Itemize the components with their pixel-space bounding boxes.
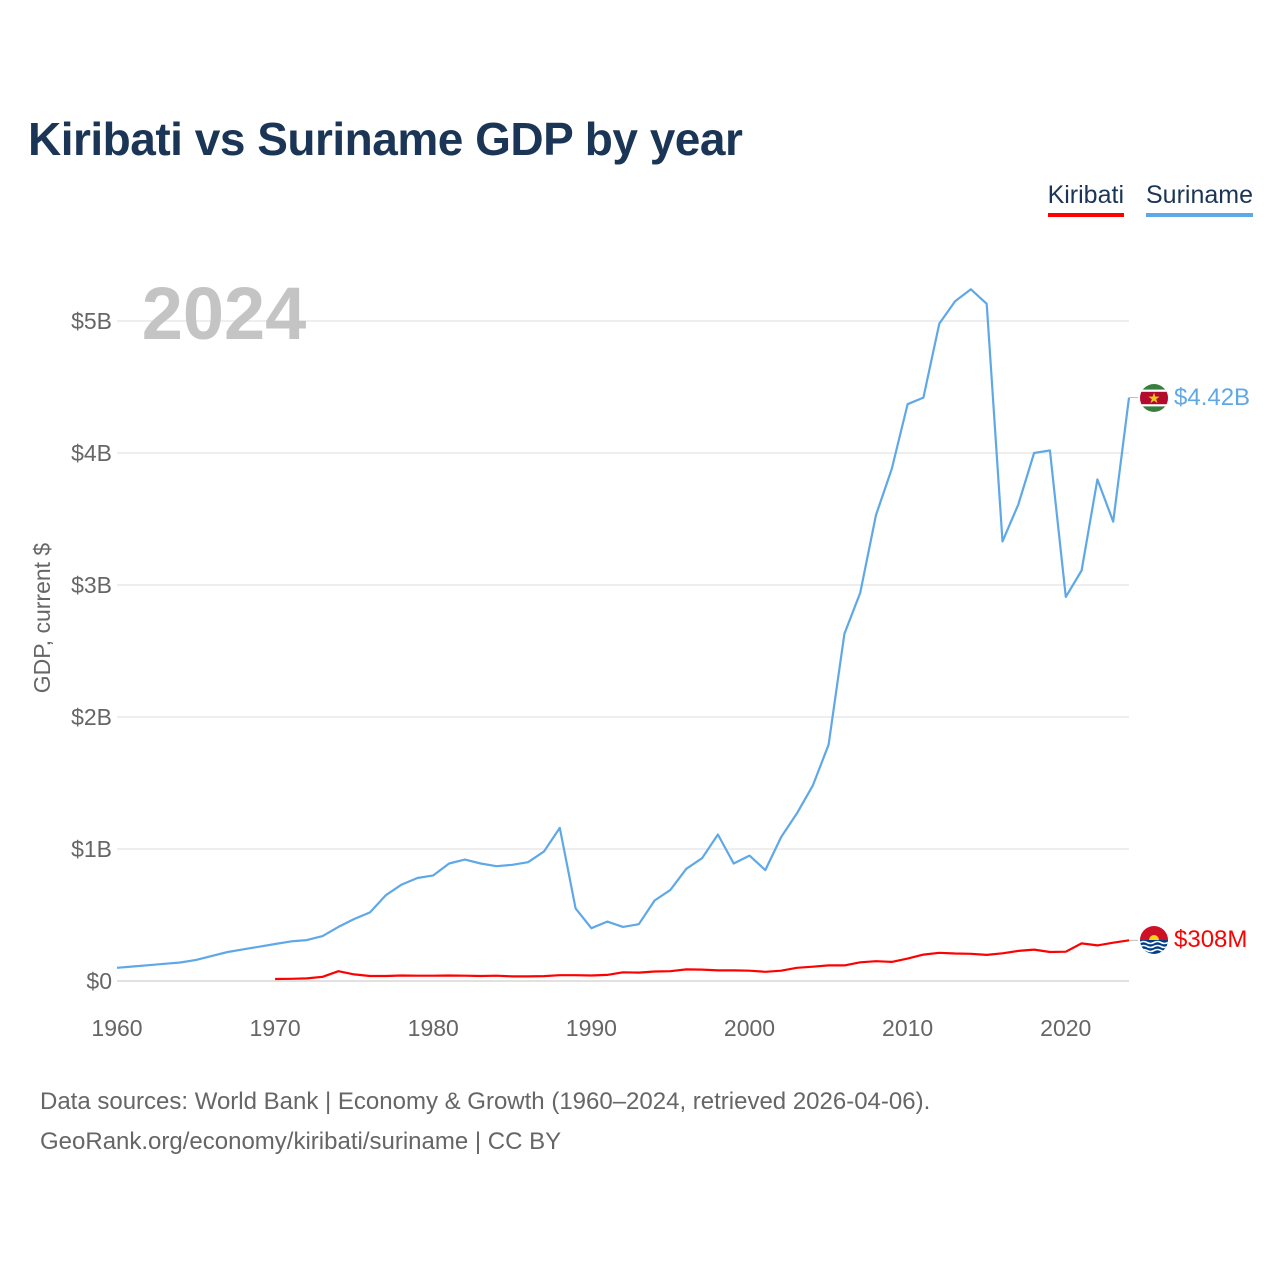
y-axis-label: GDP, current $ [29,543,55,694]
x-tick-label: 2020 [1040,1015,1091,1041]
grid-lines [117,320,1129,982]
legend-item-kiribati[interactable]: Kiribati [1047,180,1124,217]
x-tick-label: 1980 [408,1015,459,1041]
x-tick-label: 2000 [724,1015,775,1041]
suriname-flag-icon [1140,384,1168,412]
chart-title: Kiribati vs Suriname GDP by year [28,113,743,165]
x-tick-label: 2010 [882,1015,933,1041]
year-watermark: 2024 [142,272,307,355]
x-tick-label: 1960 [91,1015,142,1041]
kiribati-flag-icon [1140,926,1168,954]
x-tick-label: 1990 [566,1015,617,1041]
y-axis-ticks: $0 $1B $2B $3B $4B $5B [71,308,112,994]
legend-item-suriname[interactable]: Suriname [1146,180,1253,217]
series-line-kiribati [275,939,1130,981]
y-tick-label: $0 [86,968,112,994]
y-tick-label: $3B [71,572,112,598]
series-end-markers [1129,397,1138,941]
y-tick-label: $2B [71,704,112,730]
series-lines [116,288,1131,981]
x-tick-label: 1970 [250,1015,301,1041]
chart-legend: Kiribati Suriname [1047,180,1253,217]
y-tick-label: $1B [71,836,112,862]
kiribati-end-label: $308M [1174,926,1247,953]
y-tick-label: $4B [71,440,112,466]
source-line-1: Data sources: World Bank | Economy & Gro… [40,1088,931,1115]
x-axis-ticks: 1960 1970 1980 1990 2000 2010 2020 [91,1015,1091,1041]
source-note: Data sources: World Bank | Economy & Gro… [40,1082,930,1162]
source-line-2[interactable]: GeoRank.org/economy/kiribati/suriname | … [40,1128,562,1155]
series-line-suriname [116,288,1131,969]
suriname-end-label: $4.42B [1174,384,1250,411]
y-tick-label: $5B [71,308,112,334]
